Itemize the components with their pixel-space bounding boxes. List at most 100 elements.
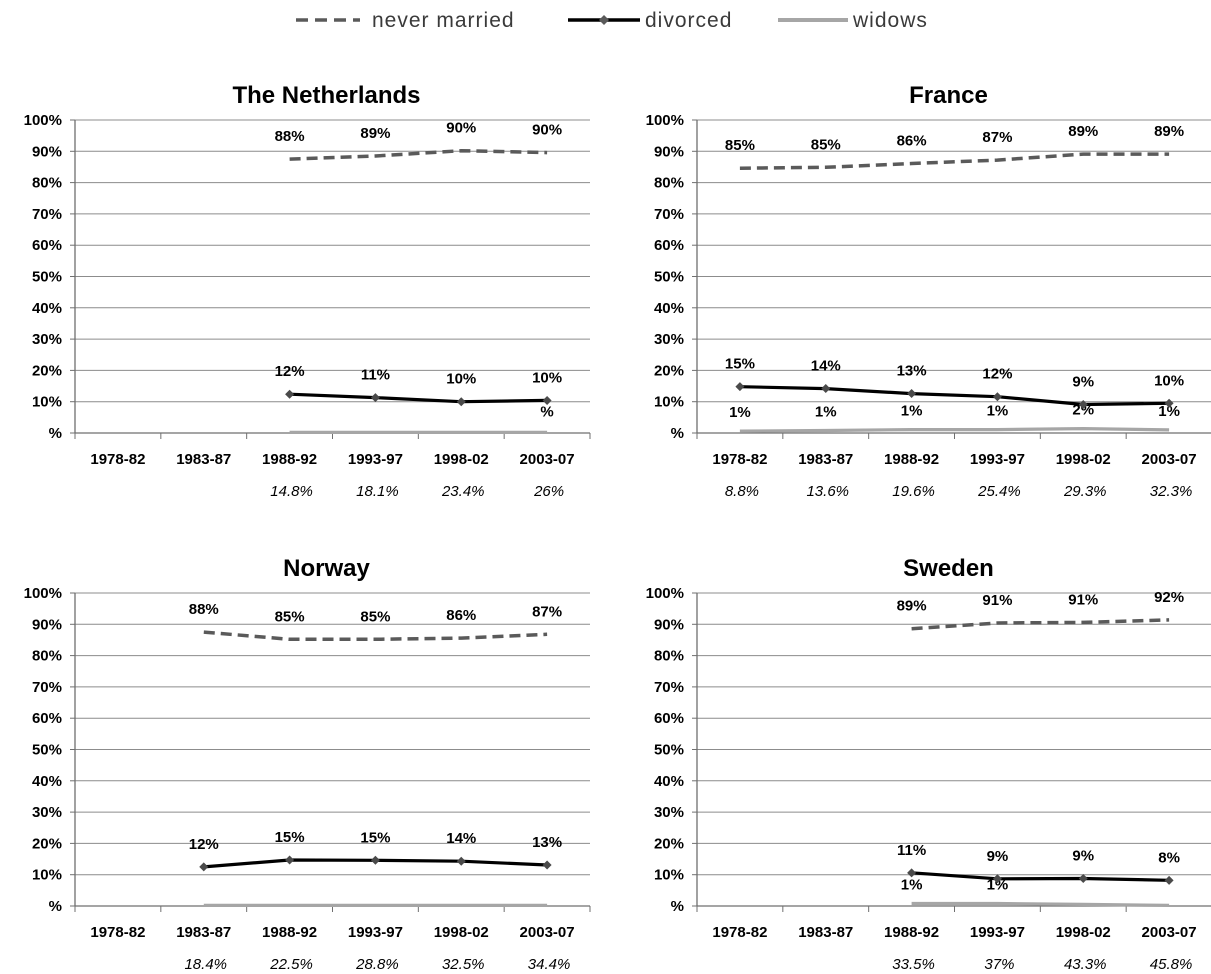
series-line-widows (911, 901, 1170, 907)
legend-item-widows: widows (778, 9, 928, 32)
data-label-never-married: 91% (1068, 591, 1098, 608)
data-point-divorced (821, 384, 831, 394)
data-label-divorced: 11% (361, 367, 390, 384)
data-point-divorced (992, 874, 1002, 884)
chart-legend: never married divorced widows (296, 9, 928, 32)
data-point-divorced (992, 392, 1002, 402)
y-tick-label: 10% (654, 394, 684, 411)
y-tick-label: 80% (32, 648, 62, 665)
y-tick-label: 70% (32, 206, 62, 223)
series-line-divorced (289, 392, 548, 404)
gridlines: % 10% 20% 30% 40% 50% 60% 70% 80% 90% 100% (24, 112, 590, 442)
data-point-divorced (456, 397, 466, 407)
footnote-value: 26% (533, 483, 564, 500)
legend-label: never married (372, 9, 515, 32)
y-tick-label: 30% (654, 331, 684, 348)
x-tick-label: 1993-97 (970, 451, 1025, 468)
data-label-never-married: 91% (982, 592, 1012, 609)
data-point-divorced (542, 860, 552, 870)
data-label-never-married: 90% (446, 120, 476, 137)
data-label-divorced: 10% (446, 371, 476, 388)
data-label-divorced: 12% (982, 366, 1012, 383)
legend-item-divorced: divorced (568, 9, 731, 32)
x-tick-label: 1988-92 (884, 924, 939, 941)
data-label-divorced: 15% (275, 829, 305, 846)
series-never-married: 88% 85% 85% 86% 87% (189, 601, 562, 642)
x-tick-label: 1998-02 (434, 924, 489, 941)
y-tick-label: 60% (654, 237, 684, 254)
footnote-value: 29.3% (1063, 483, 1107, 500)
x-tick-label: 2003-07 (520, 451, 575, 468)
data-label-divorced: 13% (897, 363, 927, 380)
chart-title: The Netherlands (232, 82, 420, 109)
y-tick-label: % (49, 898, 62, 915)
data-label-never-married: 85% (360, 608, 390, 625)
y-tick-label: 30% (32, 804, 62, 821)
series-divorced: 15% 14% 13% 12% 9% 10% (725, 356, 1184, 410)
x-tick-label: 2003-07 (1142, 451, 1197, 468)
footnote-value: 8.8% (725, 483, 759, 500)
data-point-divorced (285, 389, 295, 399)
data-point-divorced (542, 395, 552, 405)
x-tick-label: 1978-82 (90, 451, 145, 468)
chart-title: Sweden (903, 555, 994, 582)
chart-france: France% 10% 20% 30% 40% 50% 60% 70% 80% 90% 100% 19… (646, 82, 1211, 500)
legend-item-never-married: never married (296, 9, 515, 32)
data-label-never-married: 85% (275, 608, 305, 625)
data-point-divorced (1164, 875, 1174, 885)
data-label-never-married: 89% (360, 125, 390, 142)
x-tick-label: 2003-07 (520, 924, 575, 941)
y-tick-label: % (49, 425, 62, 442)
data-label-divorced: 13% (532, 834, 562, 851)
x-tick-label: 1993-97 (970, 924, 1025, 941)
series-line-never-married (739, 152, 1170, 170)
y-tick-label: 100% (24, 112, 62, 129)
x-tick-label: 1998-02 (1056, 451, 1111, 468)
x-tick-label: 1983-87 (798, 924, 853, 941)
x-tick-label: 1993-97 (348, 451, 403, 468)
y-tick-label: 90% (654, 143, 684, 160)
data-point-divorced (370, 855, 380, 865)
gridlines: % 10% 20% 30% 40% 50% 60% 70% 80% 90% 100% (646, 585, 1211, 915)
data-label-divorced: 12% (189, 836, 219, 853)
data-label-never-married: 92% (1154, 589, 1184, 606)
data-label-divorced: 15% (725, 356, 755, 373)
y-tick-label: 60% (32, 710, 62, 727)
y-tick-label: 10% (32, 867, 62, 884)
x-tick-label: 1983-87 (176, 924, 231, 941)
series-line-divorced (911, 871, 1170, 882)
y-tick-label: 20% (32, 362, 62, 379)
series-divorced: 12% 15% 15% 14% 13% (189, 829, 562, 872)
series-line-divorced (739, 385, 1170, 407)
legend-label: widows (852, 9, 928, 32)
series-never-married: 89% 91% 91% 92% (897, 589, 1184, 631)
data-label-never-married: 86% (897, 133, 927, 150)
footnote-value: 33.5% (892, 956, 935, 973)
y-tick-label: % (671, 425, 684, 442)
y-tick-label: 40% (654, 773, 684, 790)
x-tick-label: 1978-82 (712, 924, 767, 941)
y-tick-label: 70% (654, 206, 684, 223)
data-label-never-married: 89% (1068, 123, 1098, 140)
series-line-never-married (203, 630, 548, 642)
footnote-value: 45.8% (1150, 956, 1193, 973)
footnote-value: 37% (984, 956, 1014, 973)
data-point-divorced (1164, 398, 1174, 408)
data-label-widows: 1% (987, 876, 1009, 893)
footnote-value: 13.6% (806, 483, 849, 500)
data-label-divorced: 11% (897, 842, 926, 859)
y-tick-label: 10% (32, 394, 62, 411)
data-point-divorced (370, 393, 380, 403)
x-tick-label: 1978-82 (90, 924, 145, 941)
y-tick-label: 70% (32, 679, 62, 696)
series-divorced: 12% 11% 10% 10% (275, 363, 562, 407)
gridlines: % 10% 20% 30% 40% 50% 60% 70% 80% 90% 100% (646, 112, 1211, 442)
x-tick-label: 1993-97 (348, 924, 403, 941)
x-tick-label: 1998-02 (1056, 924, 1111, 941)
series-divorced: 11% 9% 9% 8% (897, 842, 1180, 885)
footnote-value: 34.4% (528, 956, 571, 973)
data-label-divorced: 14% (811, 358, 841, 375)
data-label-never-married: 87% (532, 603, 562, 620)
y-tick-label: 90% (32, 616, 62, 633)
y-tick-label: 100% (646, 585, 684, 602)
